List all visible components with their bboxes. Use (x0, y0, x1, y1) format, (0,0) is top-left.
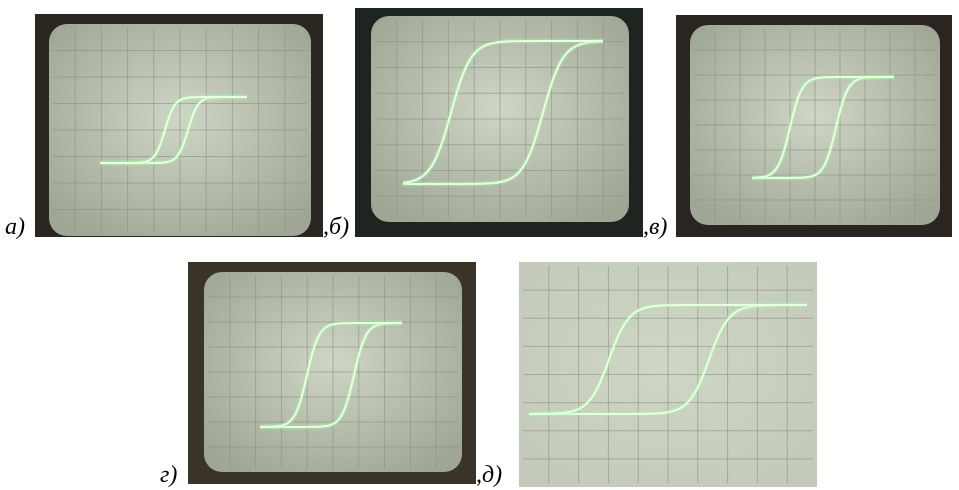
oscilloscope-photo (188, 262, 476, 484)
panel-label: г) (160, 462, 178, 488)
oscilloscope-photo (519, 262, 817, 487)
trace (100, 96, 247, 164)
trace (403, 40, 603, 185)
trace (529, 304, 807, 415)
trace (402, 40, 603, 184)
panel-label: ,б) (323, 214, 350, 240)
panel-label: ,в) (643, 214, 668, 240)
trace (752, 76, 894, 179)
oscilloscope-photo (355, 8, 643, 237)
trace (260, 322, 402, 428)
panel-label: ,д) (476, 462, 503, 488)
trace (260, 322, 402, 428)
oscilloscope-photo (676, 15, 952, 237)
oscilloscope-photo (35, 14, 323, 237)
panel-label: а) (5, 214, 25, 240)
